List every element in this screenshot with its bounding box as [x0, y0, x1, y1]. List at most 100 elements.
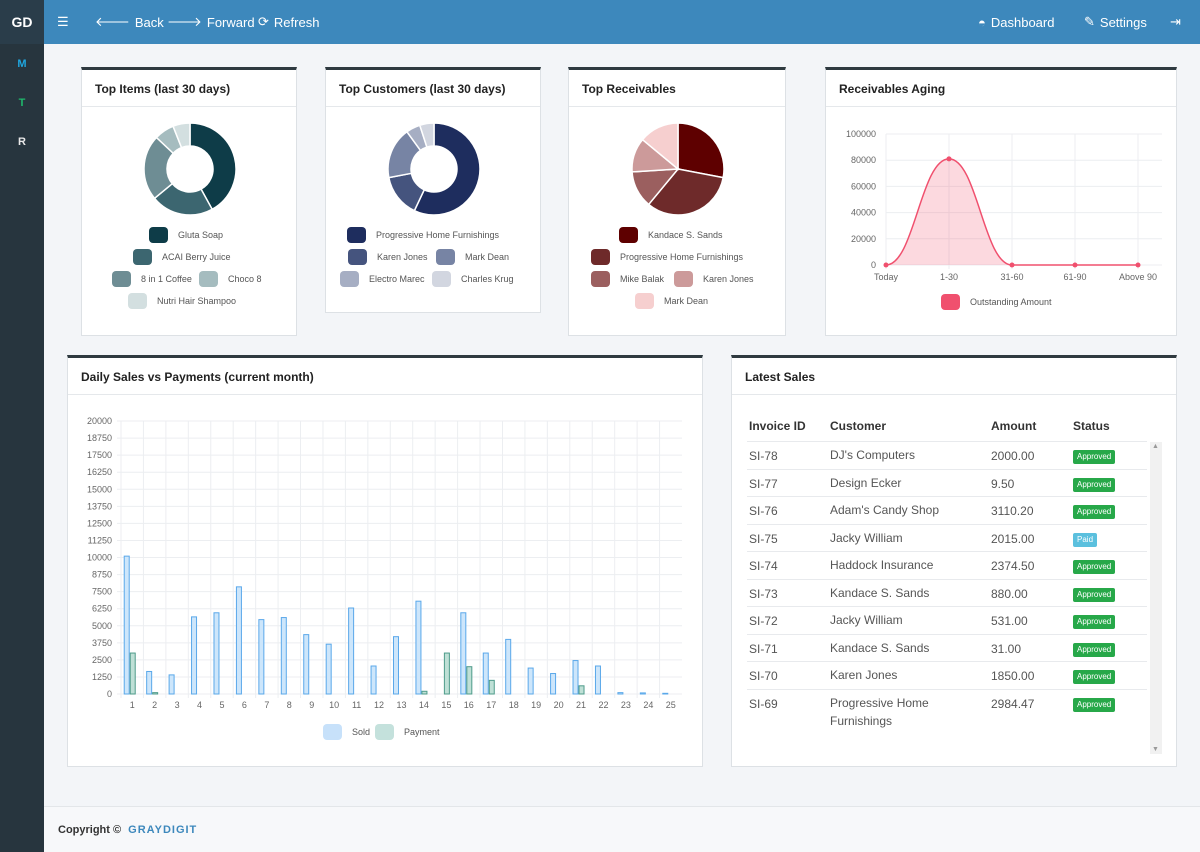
amount-cell: 2374.50: [991, 559, 1035, 573]
sidebar-item-m[interactable]: M: [17, 58, 27, 70]
bar-sold[interactable]: [258, 619, 265, 695]
bar-payment[interactable]: [488, 679, 495, 695]
bar-sold[interactable]: [572, 660, 579, 695]
legend-item[interactable]: 8 in 1 Coffee: [112, 271, 192, 287]
legend-item[interactable]: Kandace S. Sands: [619, 227, 723, 243]
forward-button[interactable]: 🡒 Forward: [167, 0, 255, 44]
bar-sold[interactable]: [460, 612, 467, 695]
column-header-amount[interactable]: Amount: [991, 419, 1037, 433]
menu-toggle-button[interactable]: ☰: [57, 0, 69, 44]
bar-payment[interactable]: [129, 652, 136, 695]
y-tick-label: 3750: [92, 638, 112, 648]
bar-sold[interactable]: [348, 607, 355, 695]
bar-sold[interactable]: [393, 636, 399, 695]
logout-button[interactable]: ⇥: [1170, 0, 1181, 44]
bar-sold[interactable]: [505, 638, 512, 695]
data-point[interactable]: [883, 262, 889, 268]
data-point[interactable]: [1135, 262, 1141, 268]
bar-sold[interactable]: [325, 643, 332, 695]
bar-sold[interactable]: [639, 692, 646, 695]
bar-sold[interactable]: [550, 673, 557, 695]
data-point[interactable]: [1009, 262, 1015, 268]
pie-slice[interactable]: [647, 168, 725, 216]
column-header-customer[interactable]: Customer: [830, 419, 887, 433]
y-tick-label: 100000: [846, 129, 876, 139]
table-row[interactable]: SI-71 Kandace S. Sands 31.00 Approved: [747, 633, 1147, 662]
legend-item[interactable]: Progressive Home Furnishings: [591, 249, 743, 265]
legend-item[interactable]: Gluta Soap: [149, 227, 223, 243]
bar-sold[interactable]: [168, 674, 175, 695]
pie-slice[interactable]: [677, 122, 725, 179]
scroll-up-icon[interactable]: ▲: [1152, 443, 1159, 450]
bar-sold[interactable]: [303, 634, 310, 695]
legend-item[interactable]: Charles Krug: [432, 271, 514, 287]
bar-payment[interactable]: [466, 666, 473, 695]
brand-logo[interactable]: GD: [0, 0, 44, 44]
scroll-down-icon[interactable]: ▼: [1152, 746, 1159, 753]
scrollbar[interactable]: ▲ ▼: [1150, 442, 1162, 754]
y-tick-label: 15000: [87, 484, 112, 494]
bar-sold[interactable]: [280, 617, 287, 695]
table-row[interactable]: SI-69 Progressive Home Furnishings 2984.47…: [747, 688, 1147, 729]
sidebar-item-r[interactable]: R: [18, 136, 26, 148]
bar-sold[interactable]: [482, 652, 489, 695]
y-tick-label: 20000: [851, 234, 876, 244]
bar-sold[interactable]: [146, 670, 153, 695]
arrow-right-icon: 🡒: [167, 14, 202, 29]
legend-item[interactable]: Mark Dean: [436, 249, 509, 265]
pie-slice[interactable]: [641, 122, 679, 171]
bar-sold[interactable]: [235, 586, 242, 695]
table-row[interactable]: SI-75 Jacky William 2015.00 Paid: [747, 523, 1147, 552]
bar-sold[interactable]: [617, 692, 624, 695]
dashboard-link[interactable]: ◓ Dashboard: [978, 0, 1054, 44]
bar-payment[interactable]: [578, 685, 585, 695]
bar-sold[interactable]: [123, 555, 130, 695]
pie-slice[interactable]: [189, 122, 237, 211]
legend-item[interactable]: Karen Jones: [674, 271, 754, 287]
legend-label: Electro Marec: [369, 274, 425, 284]
column-header-status[interactable]: Status: [1073, 419, 1110, 433]
column-header-invoice[interactable]: Invoice ID: [749, 419, 806, 433]
legend-item[interactable]: Mark Dean: [635, 293, 708, 309]
bar-sold[interactable]: [594, 665, 601, 695]
table-row[interactable]: SI-72 Jacky William 531.00 Approved: [747, 606, 1147, 634]
back-button[interactable]: 🡐 Back: [95, 0, 164, 44]
legend-item[interactable]: ACAI Berry Juice: [133, 249, 231, 265]
bar-sold[interactable]: [527, 667, 534, 695]
settings-label: Settings: [1099, 14, 1147, 30]
sidebar-item-t[interactable]: T: [18, 97, 26, 109]
customer-cell: DJ's Computers: [830, 448, 915, 462]
pie-slice[interactable]: [172, 122, 191, 149]
wrench-icon: ✎: [1084, 14, 1095, 29]
table-row[interactable]: SI-74 Haddock Insurance 2374.50 Approved: [747, 551, 1147, 579]
bar-sold[interactable]: [415, 600, 422, 695]
legend-item[interactable]: Electro Marec: [340, 271, 425, 287]
legend-item[interactable]: Mike Balak: [591, 271, 664, 287]
bar-sold[interactable]: [370, 665, 377, 695]
table-row[interactable]: SI-76 Adam's Candy Shop 3110.20 Approved: [747, 496, 1147, 524]
table-row[interactable]: SI-78 DJ's Computers 2000.00 Approved: [747, 441, 1147, 469]
settings-link[interactable]: ✎ Settings: [1084, 0, 1147, 44]
bar-payment[interactable]: [443, 652, 450, 695]
company-link[interactable]: GRAYDIGIT: [128, 824, 198, 836]
table-row[interactable]: SI-70 Karen Jones 1850.00 Approved: [747, 661, 1147, 689]
refresh-button[interactable]: ⟳ Refresh: [258, 0, 319, 44]
legend-item[interactable]: Karen Jones: [348, 249, 428, 265]
legend-item[interactable]: Nutri Hair Shampoo: [128, 293, 236, 309]
data-point[interactable]: [946, 156, 952, 162]
bar-sold[interactable]: [662, 692, 669, 695]
bar-sold[interactable]: [213, 612, 220, 695]
legend-item[interactable]: Choco 8: [199, 271, 262, 287]
bar-sold[interactable]: [191, 616, 198, 695]
data-point[interactable]: [1072, 262, 1078, 268]
legend-item[interactable]: Sold: [323, 724, 370, 740]
legend-item[interactable]: Progressive Home Furnishings: [347, 227, 499, 243]
table-row[interactable]: SI-73 Kandace S. Sands 880.00 Approved: [747, 578, 1147, 607]
pie-slice[interactable]: [413, 122, 481, 216]
table-row[interactable]: SI-77 Design Ecker 9.50 Approved: [747, 468, 1147, 497]
legend-item[interactable]: Outstanding Amount: [941, 294, 1052, 310]
bar-payment[interactable]: [152, 692, 159, 695]
legend-item[interactable]: Payment: [375, 724, 440, 740]
bar-payment[interactable]: [421, 690, 428, 695]
pie-slice[interactable]: [418, 122, 435, 149]
